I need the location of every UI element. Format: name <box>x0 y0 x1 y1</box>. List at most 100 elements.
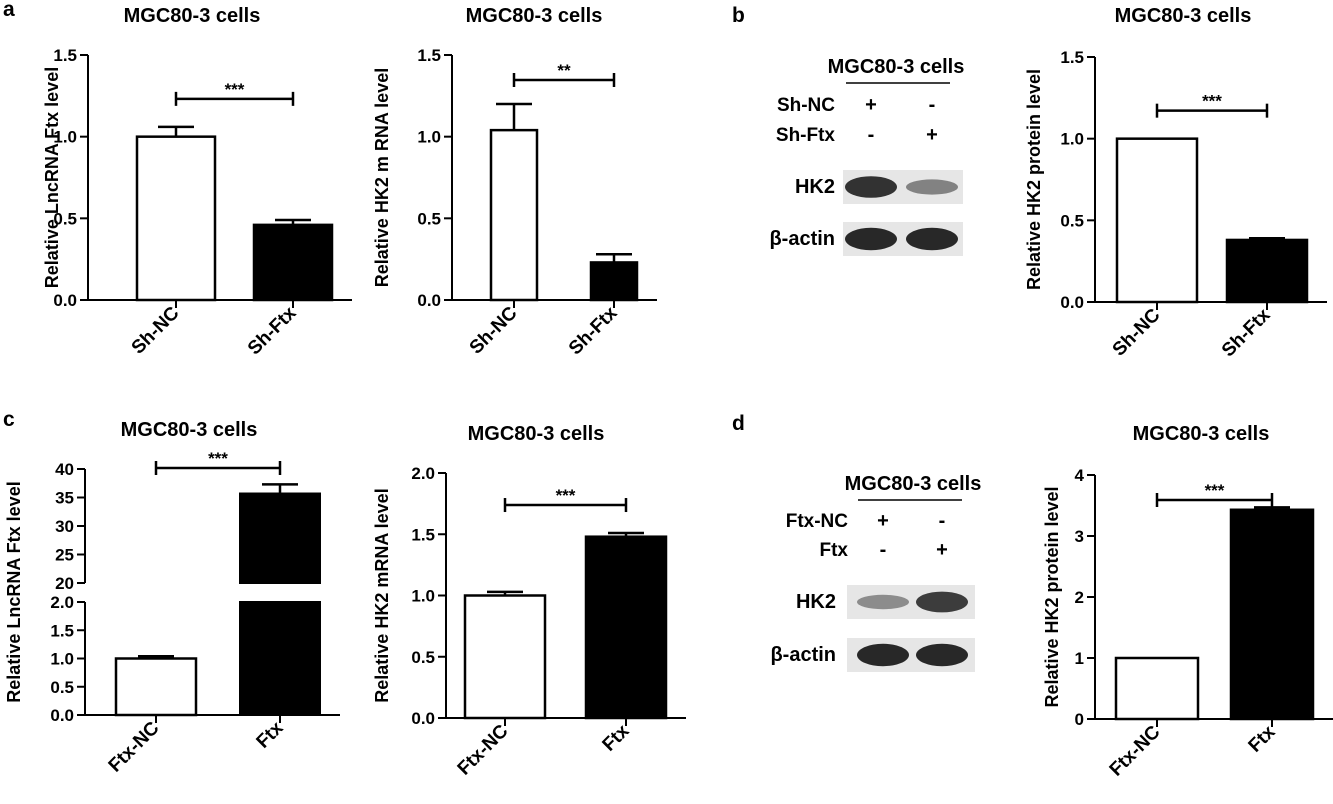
chart-2: MGC80-3 cells Relative HK2 m RNA level 0.0… <box>372 5 657 359</box>
x-tick-label: Sh-Ftx <box>244 302 301 359</box>
y-tick-label: 1.0 <box>50 650 74 669</box>
significance-stars: *** <box>1202 92 1222 111</box>
blot-sign: + <box>936 539 948 561</box>
y-axis-label: Relative LncRNA Ftx level <box>42 67 62 288</box>
x-tick-label: Sh-NC <box>1109 304 1165 360</box>
y-tick-label: 25 <box>55 546 74 565</box>
blot-sign: + <box>865 94 877 116</box>
x-tick-label: Ftx-NC <box>105 717 164 776</box>
blot-band-label: HK2 <box>795 176 835 198</box>
bar-sh-nc <box>135 135 217 302</box>
blot-row-label: Sh-NC <box>777 95 835 116</box>
blot-title: MGC80-3 cells <box>828 56 965 78</box>
y-tick-label: 0 <box>1075 710 1084 729</box>
y-axis-label: Relative HK2 m RNA level <box>372 68 392 287</box>
y-tick-label: 0.5 <box>53 209 77 228</box>
significance-stars: *** <box>556 486 576 505</box>
significance-stars: *** <box>225 80 245 99</box>
y-tick-label: 1.0 <box>53 128 77 147</box>
y-tick-label: 1.5 <box>411 525 435 544</box>
blot-row-label: Ftx-NC <box>786 511 849 532</box>
y-tick-label: 1.0 <box>1060 130 1084 149</box>
bar-sh-ftx <box>252 223 334 302</box>
bar-ftx-lower <box>239 601 321 716</box>
blot-sign: - <box>868 124 875 146</box>
y-tick-label: 3 <box>1075 527 1084 546</box>
bar-ftx-upper <box>239 492 321 585</box>
x-tick-label: Sh-Ftx <box>1218 304 1275 361</box>
y-axis-label: Relative HK2 mRNA level <box>372 488 392 702</box>
y-tick-label: 1.5 <box>50 621 74 640</box>
blot-band-label: β-actin <box>769 228 835 250</box>
blot-sign: + <box>926 124 938 146</box>
y-tick-label: 1.5 <box>53 46 77 65</box>
blot-band <box>916 591 968 613</box>
panel-label-c: c <box>3 408 15 431</box>
blot-band <box>845 227 897 251</box>
y-tick-label: 1 <box>1075 649 1084 668</box>
blot-row-label: Ftx <box>820 540 849 561</box>
bar-ftx <box>1229 508 1315 721</box>
y-tick-label: 2.0 <box>50 593 74 612</box>
y-tick-label: 1.5 <box>417 46 441 65</box>
y-tick-label: 2.0 <box>411 464 435 483</box>
chart-title: MGC80-3 cells <box>121 419 258 441</box>
bar-sh-ftx <box>1225 238 1309 304</box>
x-tick-label: Sh-NC <box>466 302 522 358</box>
y-tick-label: 0.5 <box>417 209 441 228</box>
significance-stars: *** <box>1205 481 1225 500</box>
panel-label-d: d <box>732 412 745 435</box>
y-tick-label: 0.5 <box>411 648 435 667</box>
panel-label-a: a <box>3 0 15 21</box>
x-tick-label: Ftx <box>599 720 634 755</box>
x-tick-label: Ftx <box>1245 721 1280 756</box>
y-tick-label: 1.5 <box>1060 48 1084 67</box>
y-axis-label: Relative LncRNA Ftx level <box>4 481 24 702</box>
y-tick-label: 0.0 <box>1060 293 1084 312</box>
chart-title: MGC80-3 cells <box>1133 423 1270 445</box>
bar-sh-nc <box>489 128 539 302</box>
y-tick-label: 1.0 <box>417 128 441 147</box>
blot-sign: - <box>939 510 946 532</box>
y-tick-label: 30 <box>55 517 74 536</box>
significance-stars: *** <box>208 449 228 468</box>
western-blot-b: MGC80-3 cells Sh-NC + - Sh-Ftx - + HK2 β-actin <box>769 56 964 256</box>
y-axis-label: Relative HK2 protein level <box>1042 486 1062 707</box>
bar-ftx-nc <box>463 594 547 720</box>
blot-band <box>906 227 958 251</box>
chart-title: MGC80-3 cells <box>468 423 605 445</box>
blot-sign: - <box>929 94 936 116</box>
significance-stars: ** <box>557 61 571 80</box>
y-tick-label: 2 <box>1075 588 1084 607</box>
blot-band-label: β-actin <box>770 644 836 666</box>
blot-row-label: Sh-Ftx <box>776 125 836 146</box>
blot-band <box>857 643 909 667</box>
bar-ftx-nc <box>1114 656 1200 721</box>
chart-title: MGC80-3 cells <box>466 5 603 27</box>
y-tick-label: 0.0 <box>50 706 74 725</box>
blot-sign: - <box>880 539 887 561</box>
y-tick-label: 0.0 <box>53 291 77 310</box>
x-tick-label: Ftx-NC <box>1106 721 1165 780</box>
y-axis-label: Relative HK2 protein level <box>1024 69 1044 290</box>
bar-ftx-nc <box>114 657 198 717</box>
bar-sh-ftx <box>589 261 639 302</box>
y-tick-label: 0.0 <box>417 291 441 310</box>
blot-title: MGC80-3 cells <box>845 473 982 495</box>
western-blot-d: MGC80-3 cells Ftx-NC + - Ftx - + HK2 β-actin <box>770 473 981 672</box>
blot-band <box>916 643 968 667</box>
blot-band-label: HK2 <box>796 591 836 613</box>
y-tick-label: 0.5 <box>1060 211 1084 230</box>
chart-3: MGC80-3 cells Relative HK2 protein level 0… <box>1024 5 1327 361</box>
blot-band <box>906 179 958 195</box>
y-tick-label: 1.0 <box>411 587 435 606</box>
chart-title: MGC80-3 cells <box>1115 5 1252 27</box>
x-tick-label: Sh-NC <box>128 302 184 358</box>
blot-sign: + <box>877 510 889 532</box>
blot-band <box>845 176 897 198</box>
bar-sh-nc <box>1115 137 1199 304</box>
y-tick-label: 0.0 <box>411 709 435 728</box>
y-tick-label: 4 <box>1075 466 1085 485</box>
